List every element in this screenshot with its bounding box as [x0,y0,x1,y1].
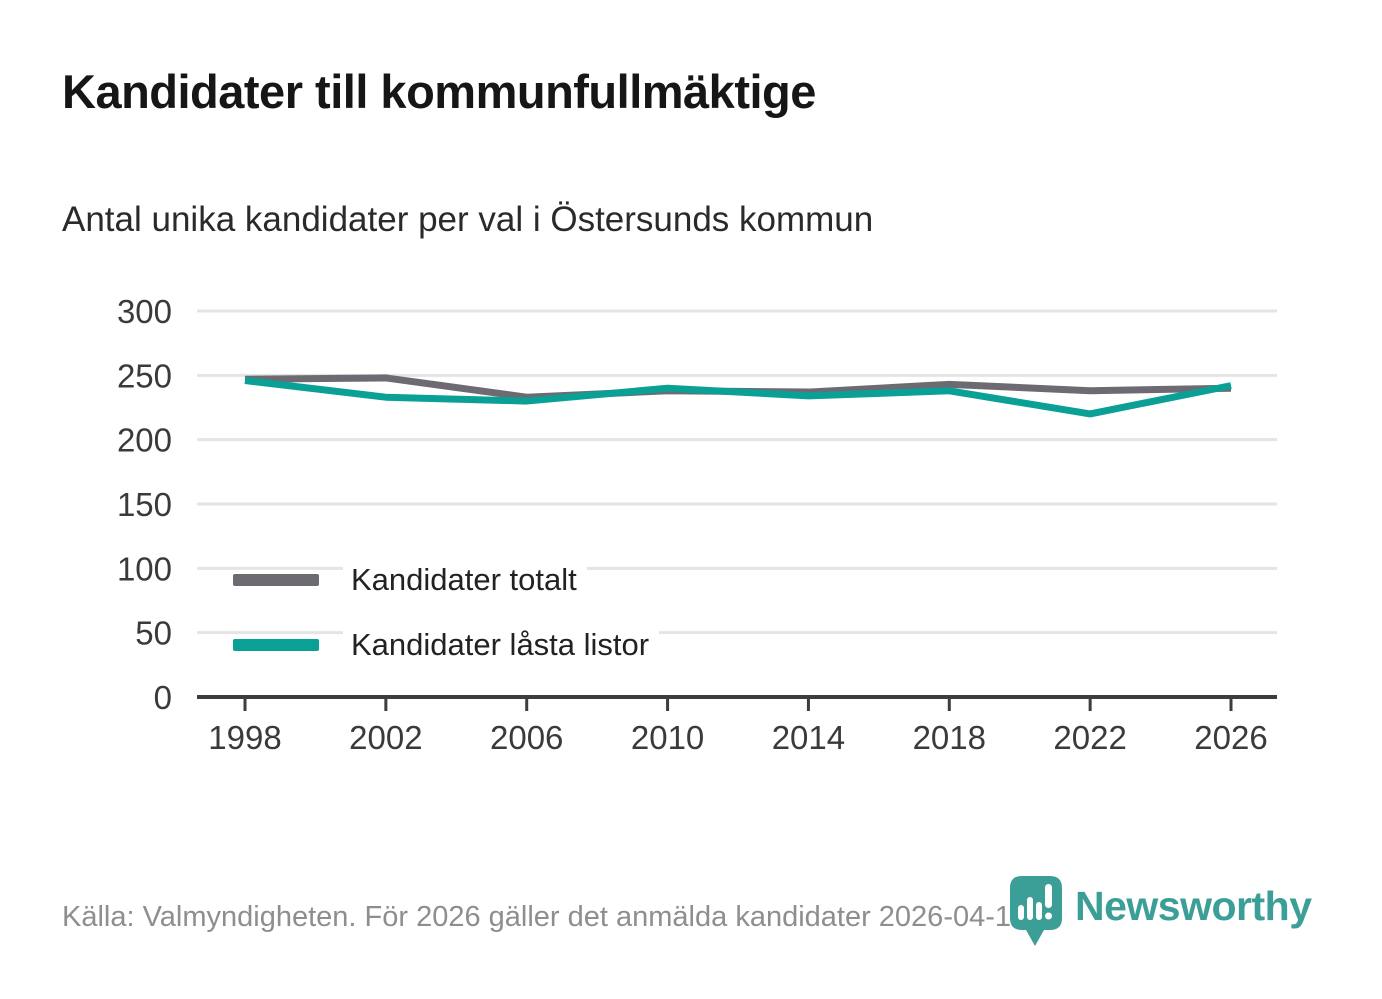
x-axis-label: 2018 [913,719,986,756]
y-axis-label: 200 [117,422,172,459]
legend-item-lasta-listor: Kandidater låsta listor [233,627,660,663]
y-axis-label: 150 [117,486,172,523]
chart-title: Kandidater till kommunfullmäktige [62,65,816,118]
newsworthy-logo: Newsworthy [1010,876,1312,950]
x-axis-label: 2010 [631,719,704,756]
y-axis-label: 50 [135,615,172,652]
y-axis-label: 300 [117,293,172,330]
legend-label-totalt: Kandidater totalt [343,562,587,598]
x-axis-label: 2014 [772,719,845,756]
x-axis-label: 2026 [1194,719,1267,756]
newsworthy-wordmark: Newsworthy [1075,883,1312,929]
legend-swatch-totalt [233,574,319,586]
source-note: Källa: Valmyndigheten. För 2026 gäller d… [62,901,1036,933]
y-axis-label: 100 [117,550,172,587]
y-axis-label: 250 [117,357,172,394]
legend-label-lasta-listor: Kandidater låsta listor [343,627,660,663]
y-axis-label: 0 [154,679,172,716]
legend-item-totalt: Kandidater totalt [233,562,659,598]
x-axis-label: 1998 [208,719,281,756]
series-line-lasta-listor [244,377,1232,418]
chart-legend: Kandidater totalt Kandidater låsta listo… [233,562,660,663]
newsworthy-bubble-icon [1010,876,1062,946]
x-axis-label: 2022 [1053,719,1126,756]
x-axis-label: 2002 [349,719,422,756]
legend-swatch-lasta-listor [233,639,319,651]
chart-subtitle: Antal unika kandidater per val i Östersu… [62,200,874,239]
x-axis-label: 2006 [490,719,563,756]
